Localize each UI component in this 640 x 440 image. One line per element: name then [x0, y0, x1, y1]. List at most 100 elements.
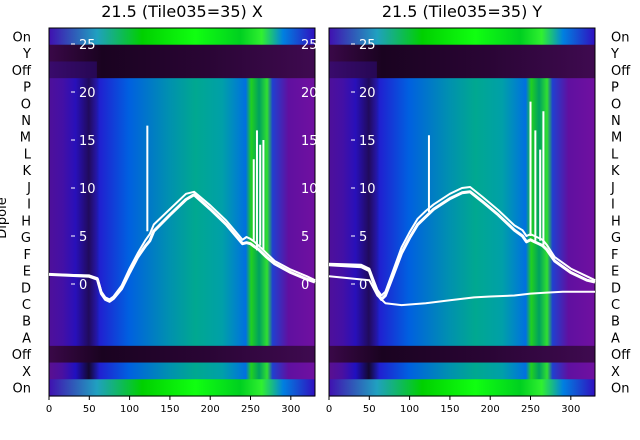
- row-label-left: P: [23, 81, 31, 96]
- panel-title-x: 21.5 (Tile035=35) X: [101, 2, 263, 21]
- overlay-curve: [48, 190, 316, 301]
- row-label-left: L: [24, 147, 32, 162]
- overlay-ytick-label: 15: [359, 134, 376, 149]
- heatmap-row: [329, 128, 595, 146]
- heatmap-row: [329, 245, 595, 263]
- heatmap-row: [329, 278, 595, 297]
- heatmap-row: [49, 61, 315, 79]
- overlay-ytick-label: 0: [359, 278, 367, 293]
- row-label-right: X: [611, 365, 620, 380]
- panel-title-y: 21.5 (Tile035=35) Y: [382, 2, 543, 21]
- heatmap-row: [49, 379, 315, 397]
- heatmap-row: [49, 94, 315, 113]
- heatmap-row: [49, 295, 315, 313]
- row-label-left: Y: [22, 47, 31, 62]
- heatmap-row: [329, 295, 595, 313]
- row-label-right: Y: [610, 47, 619, 62]
- x-tick-label: 200: [481, 404, 500, 415]
- panel-x: 0 0 5 5 10 10 15 15 20 20 25 25: [48, 27, 318, 397]
- heatmap-row: [329, 44, 595, 63]
- heatmap-row: [329, 111, 595, 129]
- row-label-left: E: [23, 265, 31, 280]
- row-label-right: On: [611, 30, 629, 45]
- x-tick-label: 250: [521, 404, 540, 415]
- row-label-right: K: [611, 164, 620, 179]
- row-label-left: On: [13, 382, 31, 397]
- overlay-curve: [48, 193, 316, 303]
- heatmap-row: [49, 262, 315, 280]
- heatmap-row: [329, 78, 595, 96]
- row-label-right: H: [611, 214, 621, 229]
- row-label-right: D: [611, 281, 621, 296]
- heatmap-row: [49, 145, 315, 163]
- row-label-left: G: [21, 231, 31, 246]
- row-label-right: B: [611, 315, 620, 330]
- row-label-right: N: [611, 114, 621, 129]
- row-label-right: O: [611, 97, 621, 112]
- row-label-right: Off: [611, 64, 631, 79]
- heatmap-row: [329, 28, 595, 46]
- row-label-right: On: [611, 382, 629, 397]
- heatmap-row: [49, 128, 315, 146]
- row-label-left: I: [27, 198, 31, 213]
- x-tick-label: 250: [241, 404, 260, 415]
- heatmap-row: [329, 362, 595, 380]
- row-label-right: G: [611, 231, 621, 246]
- row-label-left: On: [13, 30, 31, 45]
- row-label-left: X: [22, 365, 31, 380]
- row-label-left: N: [21, 114, 31, 129]
- heatmap-row: [49, 329, 315, 347]
- row-label-left: Off: [12, 348, 32, 363]
- heatmap-row: [49, 78, 315, 96]
- row-label-left: A: [22, 331, 31, 346]
- row-label-right: E: [611, 265, 619, 280]
- overlay-ytick-label: 25: [359, 38, 376, 53]
- heatmap-row: [329, 195, 595, 213]
- row-label-left: F: [24, 248, 31, 263]
- panel-y: 0 5 10 15 20 25: [328, 27, 596, 397]
- row-label-left: C: [22, 298, 31, 313]
- overlay-ytick-label: 15: [79, 134, 96, 149]
- heatmap-row: [49, 28, 315, 46]
- overlay-ytick-label: 10: [301, 182, 318, 197]
- heatmap-row: [49, 278, 315, 297]
- x-tick-label: 50: [83, 404, 96, 415]
- row-label-right: P: [611, 81, 619, 96]
- row-label-right: I: [611, 198, 615, 213]
- row-label-right: Off: [611, 348, 631, 363]
- overlay-ytick-label: 5: [359, 230, 367, 245]
- y-axis-label: Dipole: [0, 197, 10, 238]
- heatmap-row: [329, 212, 595, 230]
- heatmap-row: [49, 111, 315, 129]
- x-tick-label: 150: [440, 404, 459, 415]
- panel-frame: [328, 27, 596, 397]
- overlay-ytick-label: 25: [79, 38, 96, 53]
- heatmap-row: [49, 44, 315, 63]
- x-ticks-panel-x: 0 50 100 150 200 250 300: [46, 396, 300, 415]
- overlay-ytick-label: 5: [301, 230, 309, 245]
- overlay-ytick-label: 0: [79, 278, 87, 293]
- heatmap-row: [49, 362, 315, 380]
- heatmap-row: [329, 329, 595, 347]
- x-tick-label: 300: [281, 404, 300, 415]
- heatmap-row: [49, 312, 315, 330]
- row-label-right: L: [611, 147, 619, 162]
- heatmap-row: [329, 312, 595, 330]
- heatmap-row: [49, 345, 315, 364]
- overlay-curve: [328, 275, 595, 307]
- overlay-ytick-label: 20: [79, 86, 96, 101]
- row-label-left: Off: [12, 64, 32, 79]
- overlay-ytick-label: 20: [301, 86, 318, 101]
- row-label-right: C: [611, 298, 620, 313]
- heatmap-row: [329, 379, 595, 397]
- overlay-ytick-label: 10: [359, 182, 376, 197]
- heatmap-row: [49, 161, 315, 180]
- x-tick-label: 300: [561, 404, 580, 415]
- heatmap-edge: [49, 61, 97, 346]
- row-label-right: M: [611, 131, 622, 146]
- heatmap-row: [49, 178, 315, 196]
- heatmap-row: [329, 94, 595, 113]
